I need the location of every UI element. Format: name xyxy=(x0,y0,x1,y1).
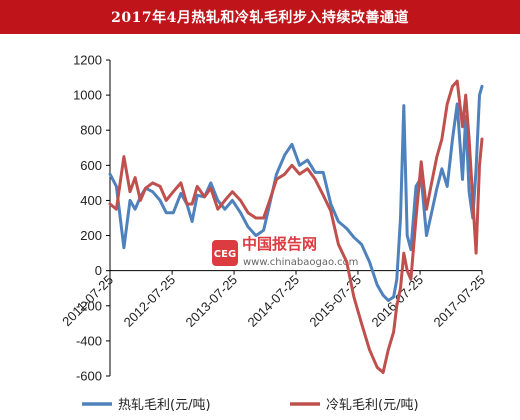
series-layer xyxy=(108,79,484,374)
y-tick-label: 0 xyxy=(95,263,102,278)
watermark: CEG 中国报告网 www.chinabaogao.com xyxy=(212,235,358,268)
y-tick-label: 800 xyxy=(80,123,102,138)
x-tick-label: 2014-07-25 xyxy=(244,272,302,330)
legend-label-hot-rolled: 热轧毛利(元/吨) xyxy=(118,398,211,413)
y-tick-label: -400 xyxy=(76,333,102,348)
legend-label-cold-rolled: 冷轧毛利(元/吨) xyxy=(326,398,419,413)
watermark-logo-text: CEG xyxy=(214,249,236,260)
y-tick-label: 1200 xyxy=(73,53,102,68)
watermark-name: 中国报告网 xyxy=(242,235,317,253)
x-tick-label: 2011-07-25 xyxy=(59,272,116,329)
x-tick-label: 2017-07-25 xyxy=(430,272,488,330)
watermark-logo-icon xyxy=(212,240,238,266)
x-tick-label: 2013-07-25 xyxy=(183,272,241,330)
chart-title: 2017年4月热轧和冷轧毛利步入持续改善通道 xyxy=(0,0,520,34)
y-tick-label: 400 xyxy=(80,193,102,208)
y-tick-label: 600 xyxy=(80,158,102,173)
y-tick-label: -600 xyxy=(76,369,102,384)
y-tick-label: -200 xyxy=(76,298,102,313)
x-tick-label: 2012-07-25 xyxy=(121,272,179,330)
legend: 热轧毛利(元/吨) 冷轧毛利(元/吨) xyxy=(82,398,419,413)
y-tick-label: 200 xyxy=(80,228,102,243)
y-tick-label: 1000 xyxy=(73,88,102,103)
series-line-hot-rolled xyxy=(108,84,484,302)
watermark-url: www.chinabaogao.com xyxy=(243,257,358,268)
series-line-cold-rolled xyxy=(108,79,484,374)
